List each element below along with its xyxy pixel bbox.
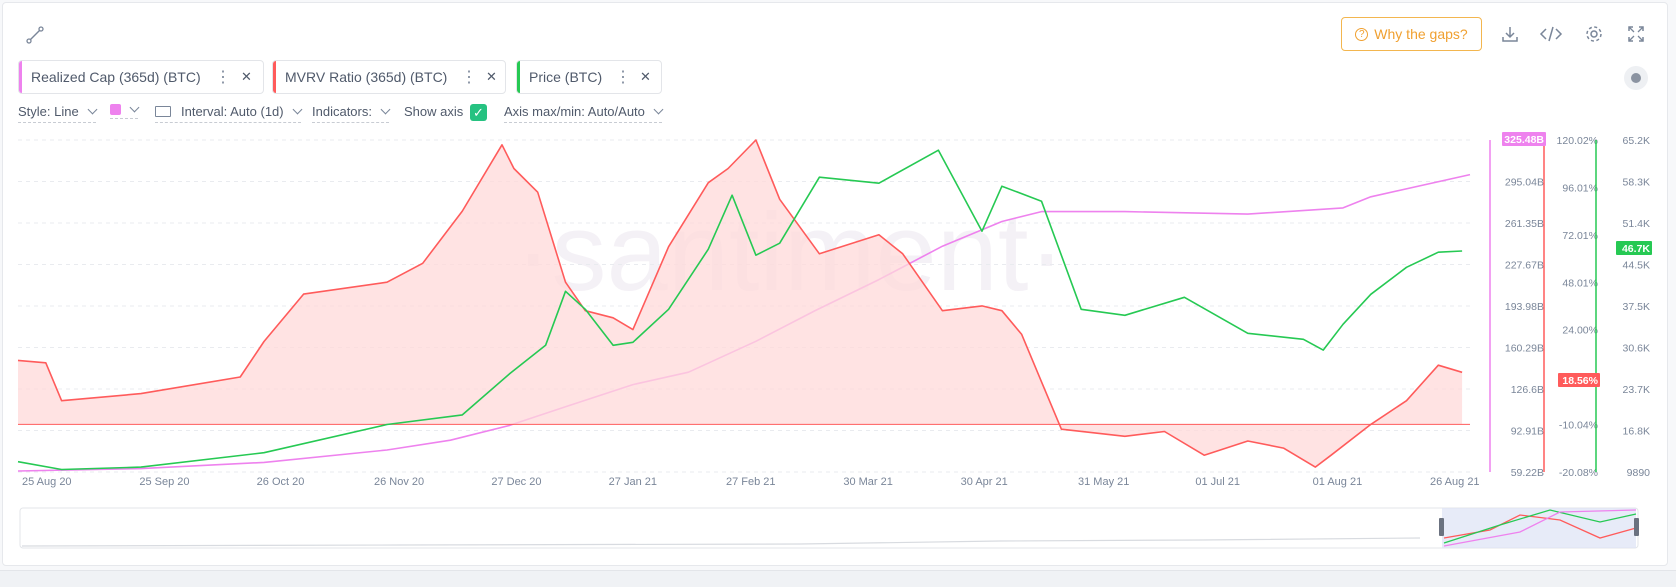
x-tick-label: 01 Jul 21 <box>1195 476 1240 488</box>
y-tick-label-price: 16.8K <box>1623 426 1650 438</box>
y-tick-label-mvrv: 96.01% <box>1562 182 1598 194</box>
y-tick-label-price: 65.2K <box>1623 135 1650 147</box>
x-tick-label: 27 Jan 21 <box>609 476 657 488</box>
y-tick-label-price: 51.4K <box>1623 218 1650 230</box>
x-tick-label: 01 Aug 21 <box>1313 476 1363 488</box>
x-tick-label: 27 Feb 21 <box>726 476 776 488</box>
current-value-label: 18.56% <box>1562 375 1598 387</box>
y-tick-label-realized_cap: 261.35B <box>1505 218 1544 230</box>
y-tick-label-price: 37.5K <box>1623 301 1650 313</box>
y-tick-label-realized_cap: 295.04B <box>1505 177 1544 189</box>
y-tick-label-mvrv: 48.01% <box>1562 277 1598 289</box>
y-tick-label-realized_cap: 160.29B <box>1505 343 1544 355</box>
y-tick-label-price: 23.7K <box>1623 384 1650 396</box>
x-tick-label: 30 Mar 21 <box>843 476 893 488</box>
y-tick-label-realized_cap: 92.91B <box>1511 426 1544 438</box>
navigator-right-handle <box>1634 518 1639 536</box>
x-tick-label: 30 Apr 21 <box>961 476 1008 488</box>
x-tick-label: 27 Dec 20 <box>491 476 541 488</box>
navigator-left-handle <box>1439 518 1444 536</box>
current-value-label: 46.7K <box>1622 243 1650 255</box>
x-tick-label: 26 Oct 20 <box>257 476 305 488</box>
y-tick-label-mvrv: 72.01% <box>1562 230 1598 242</box>
current-value-label: 325.48B <box>1504 134 1544 146</box>
navigator-selection <box>1442 508 1636 548</box>
x-tick-label: 26 Nov 20 <box>374 476 424 488</box>
navigator[interactable] <box>20 508 1639 548</box>
y-tick-label-price: 44.5K <box>1623 260 1650 272</box>
y-tick-label-price: 58.3K <box>1623 177 1650 189</box>
y-tick-label-realized_cap: 126.6B <box>1511 384 1544 396</box>
mvrv-area <box>18 140 1462 467</box>
x-tick-label: 31 May 21 <box>1078 476 1129 488</box>
y-tick-label-realized_cap: 193.98B <box>1505 301 1544 313</box>
y-tick-label-mvrv: -10.04% <box>1559 420 1598 432</box>
y-tick-label-mvrv: 24.00% <box>1562 325 1598 337</box>
y-tick-label-mvrv: 120.02% <box>1557 135 1598 147</box>
y-tick-label-realized_cap: 59.22B <box>1511 467 1544 479</box>
y-tick-label-realized_cap: 227.67B <box>1505 260 1544 272</box>
y-tick-label-mvrv: -20.08% <box>1559 467 1598 479</box>
y-tick-label-price: 30.6K <box>1623 343 1650 355</box>
x-tick-label: 25 Aug 20 <box>22 476 72 488</box>
x-tick-label: 26 Aug 21 <box>1430 476 1480 488</box>
navigator-frame <box>20 508 1638 548</box>
y-tick-label-price: 9890 <box>1627 467 1651 479</box>
x-tick-label: 25 Sep 20 <box>139 476 189 488</box>
